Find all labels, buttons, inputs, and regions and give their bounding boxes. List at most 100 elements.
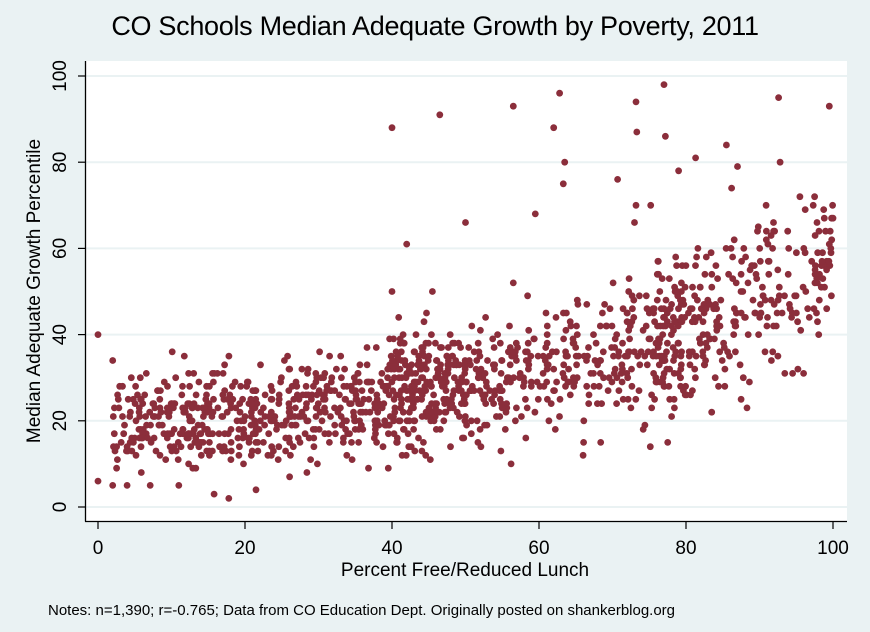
data-point — [723, 141, 730, 149]
data-point — [763, 322, 771, 330]
data-point — [261, 421, 268, 429]
x-axis-ticks: 0 20 40 60 80 100 — [93, 522, 849, 559]
data-point — [363, 344, 371, 351]
data-point — [127, 374, 135, 382]
data-point — [822, 227, 829, 235]
data-point — [403, 417, 411, 425]
data-point — [523, 348, 531, 356]
data-point — [203, 408, 211, 416]
data-point — [559, 180, 567, 188]
data-point — [643, 305, 651, 313]
data-point — [174, 439, 182, 446]
data-point — [299, 391, 307, 399]
data-point — [634, 352, 642, 360]
data-point — [210, 395, 217, 403]
data-point — [618, 378, 626, 386]
data-point — [539, 370, 547, 377]
data-point — [121, 421, 128, 429]
data-point — [791, 292, 799, 300]
data-point — [114, 456, 121, 463]
data-point — [139, 434, 146, 442]
data-point — [660, 81, 668, 88]
data-point — [481, 370, 489, 377]
data-point — [702, 339, 710, 347]
data-point — [186, 382, 194, 390]
data-point — [646, 443, 654, 451]
data-point — [647, 201, 655, 209]
data-point — [623, 318, 631, 326]
data-point — [465, 344, 473, 351]
data-point — [301, 430, 309, 438]
data-point — [389, 387, 397, 394]
data-point — [716, 348, 724, 356]
data-point — [632, 201, 640, 209]
data-point — [484, 357, 491, 364]
data-point — [765, 270, 773, 278]
data-point — [674, 339, 682, 347]
data-point — [237, 417, 245, 425]
data-point — [422, 365, 430, 373]
data-point — [713, 318, 720, 326]
data-point — [711, 374, 719, 382]
data-point — [470, 348, 478, 356]
data-point — [227, 439, 235, 446]
data-point — [513, 404, 520, 412]
data-point — [194, 421, 202, 429]
data-point — [400, 426, 408, 433]
data-point — [189, 430, 197, 438]
data-point — [174, 456, 182, 463]
data-point — [482, 400, 490, 407]
data-point — [406, 387, 414, 394]
data-point — [185, 430, 192, 438]
data-point — [372, 344, 380, 351]
data-point — [707, 249, 715, 257]
data-point — [608, 378, 616, 386]
data-point — [811, 193, 818, 201]
data-point — [635, 387, 643, 394]
data-point — [797, 326, 805, 334]
data-point — [393, 439, 401, 446]
data-point — [775, 292, 783, 300]
data-point — [481, 421, 488, 429]
data-point — [759, 292, 767, 300]
data-point — [240, 460, 247, 468]
data-point — [820, 206, 828, 214]
data-point — [210, 370, 218, 377]
data-point — [467, 430, 475, 438]
data-point — [633, 128, 641, 136]
data-point — [137, 469, 145, 476]
data-point — [482, 314, 489, 321]
data-point — [265, 430, 273, 438]
data-point — [675, 167, 682, 175]
data-point — [129, 395, 137, 403]
data-point — [672, 288, 680, 295]
data-point — [761, 348, 769, 356]
data-point — [685, 352, 693, 360]
data-point — [189, 464, 197, 472]
data-point — [109, 482, 117, 489]
data-point — [438, 344, 445, 351]
data-point — [458, 400, 465, 407]
data-point — [796, 193, 804, 201]
data-point — [395, 417, 403, 425]
data-point — [394, 352, 401, 360]
data-point — [530, 335, 538, 343]
data-point — [384, 374, 391, 382]
data-point — [168, 447, 176, 455]
data-point — [152, 447, 160, 455]
data-point — [636, 292, 643, 300]
data-point — [391, 374, 398, 382]
data-point — [619, 365, 626, 373]
data-point — [457, 344, 464, 351]
data-point — [613, 331, 621, 338]
data-point — [428, 382, 435, 390]
data-point — [243, 382, 251, 390]
data-point — [477, 365, 485, 373]
y-tick-label: 80 — [50, 152, 71, 173]
data-point — [467, 361, 474, 369]
data-point — [518, 413, 525, 420]
data-point — [754, 227, 761, 235]
data-point — [814, 318, 821, 326]
data-point — [646, 335, 654, 343]
data-point — [355, 439, 362, 446]
